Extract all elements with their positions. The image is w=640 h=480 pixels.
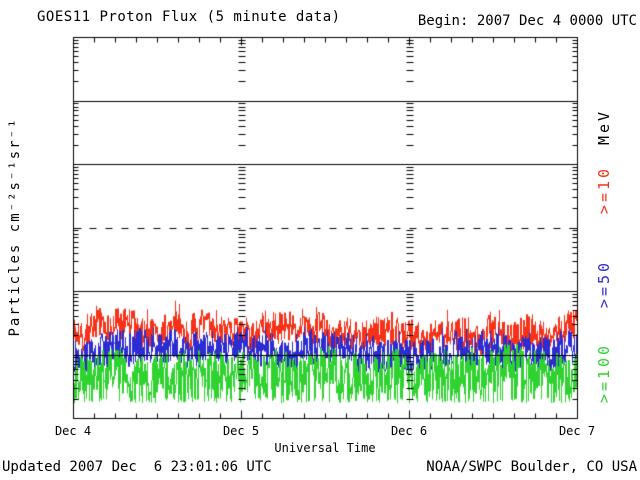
series-label-100: >=100 bbox=[595, 342, 613, 404]
x-tick-label: Dec 4 bbox=[54, 424, 92, 438]
x-tick-label: Dec 6 bbox=[390, 424, 428, 438]
y-axis-title: Particles cm⁻²s⁻¹sr⁻¹ bbox=[7, 117, 23, 337]
chart-title: GOES11 Proton Flux (5 minute data) bbox=[37, 9, 341, 25]
right-axis-title: MeV bbox=[595, 108, 613, 146]
series-label-50: >=50 bbox=[595, 259, 613, 309]
x-tick-label: Dec 7 bbox=[558, 424, 596, 438]
begin-time-label: Begin: 2007 Dec 4 0000 UTC bbox=[417, 13, 637, 29]
updated-timestamp: Updated 2007 Dec 6 23:01:06 UTC bbox=[2, 459, 272, 475]
series-label-10: >=10 bbox=[595, 165, 613, 215]
x-tick-label: Dec 5 bbox=[222, 424, 260, 438]
x-axis-title: Universal Time bbox=[274, 441, 376, 455]
source-credit: NOAA/SWPC Boulder, CO USA bbox=[426, 459, 637, 475]
